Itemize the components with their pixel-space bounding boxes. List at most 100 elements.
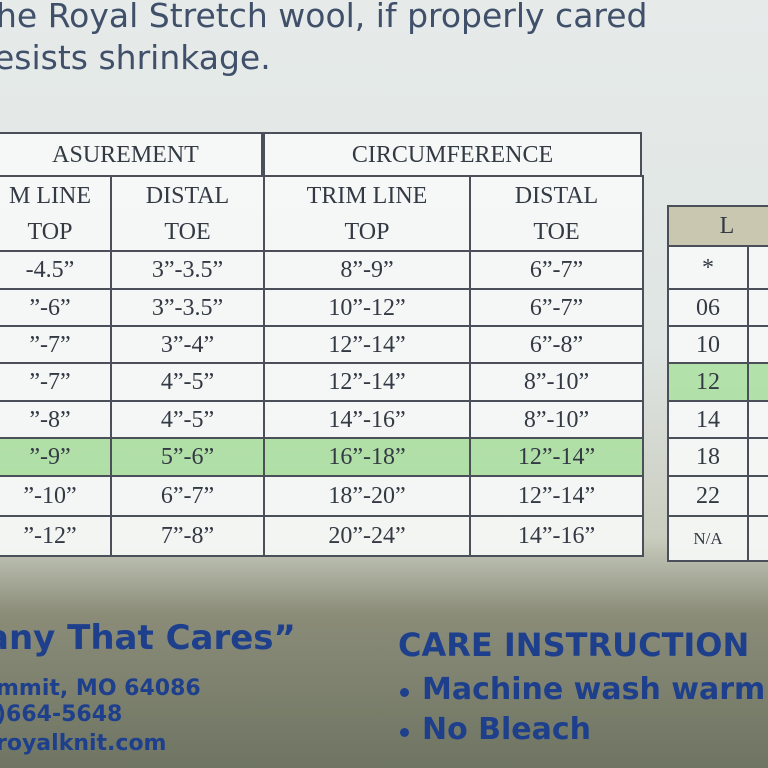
group-header: CIRCUMFERENCE xyxy=(263,132,642,177)
table-cell: 6”-7” xyxy=(469,250,644,290)
care-item: No Bleach xyxy=(422,712,592,747)
table-cell: 8”-10” xyxy=(469,362,644,402)
cell-text: 8”-10” xyxy=(523,369,590,395)
table-cell: 5”-6” xyxy=(110,437,265,477)
cell-text: TRIM LINE xyxy=(306,182,428,209)
table-cell: 18”-20” xyxy=(263,475,471,517)
table-cell: 4”-5” xyxy=(110,400,265,439)
cell-text: M LINE xyxy=(9,182,91,209)
side-cell-empty xyxy=(747,437,768,477)
table-cell: 6”-7” xyxy=(469,288,644,327)
bullet xyxy=(400,688,409,697)
cell-text: 12 xyxy=(696,369,720,395)
cell-text: 10”-12” xyxy=(328,294,406,321)
table-cell: ”-9” xyxy=(0,437,112,477)
cell-text: TOP xyxy=(344,218,390,245)
cell-text: 14”-16” xyxy=(517,523,596,549)
table-cell: ”-8” xyxy=(0,400,112,439)
side-cell-empty xyxy=(747,362,768,402)
table-cell: 16”-18” xyxy=(263,437,471,477)
intro-line: esists shrinkage. xyxy=(0,38,271,77)
column-header: TRIM LINE TOP xyxy=(263,175,471,252)
cell-text: 12”-14” xyxy=(328,331,406,358)
side-cell: 22 xyxy=(667,475,749,517)
cell-text: TOE xyxy=(164,218,211,245)
cell-text: ”-7” xyxy=(29,331,71,358)
address: mmit, MO 64086 xyxy=(0,676,201,701)
group-header: ASUREMENT xyxy=(0,132,263,177)
column-header: DISTAL TOE xyxy=(110,175,265,252)
table-cell: 3”-4” xyxy=(110,325,265,364)
cell-text: ”-6” xyxy=(29,294,71,321)
table-cell: 12”-14” xyxy=(469,475,644,517)
table-cell: 8”-9” xyxy=(263,250,471,290)
cell-text: 22 xyxy=(696,483,720,509)
cell-text: 20”-24” xyxy=(328,523,406,549)
side-cell: 06 xyxy=(667,288,749,327)
cell-text: 8”-9” xyxy=(340,257,394,283)
cell-text: 14 xyxy=(696,406,720,433)
column-header: DISTAL TOE xyxy=(469,175,644,252)
cell-text: 06 xyxy=(696,294,720,321)
table-cell: 14”-16” xyxy=(469,515,644,557)
cell-text: 18”-20” xyxy=(328,483,406,509)
cell-text: 18 xyxy=(696,444,720,470)
slogan: any That Cares” xyxy=(0,618,296,658)
table-cell: ”-10” xyxy=(0,475,112,517)
cell-text: 3”-4” xyxy=(160,331,215,358)
cell-text: -4.5” xyxy=(25,257,75,283)
cell-text: 16”-18” xyxy=(328,444,406,470)
side-cell: N/A xyxy=(667,515,749,562)
website: royalknit.com xyxy=(0,731,167,756)
cell-text: 8”-10” xyxy=(523,406,590,433)
cell-text: 3”-3.5” xyxy=(151,257,224,283)
table-cell: 7”-8” xyxy=(110,515,265,557)
table-cell: 8”-10” xyxy=(469,400,644,439)
table-cell: 3”-3.5” xyxy=(110,250,265,290)
cell-text: ”-12” xyxy=(23,523,77,549)
cell-text: 3”-3.5” xyxy=(151,294,224,321)
table-cell: ”-7” xyxy=(0,325,112,364)
cell-text: 5”-6” xyxy=(160,444,215,470)
side-cell-empty xyxy=(747,475,768,517)
table-cell: 12”-14” xyxy=(263,362,471,402)
cell-text: 14”-16” xyxy=(328,406,406,433)
cell-text: 7”-8” xyxy=(160,523,215,549)
side-cell-empty xyxy=(747,288,768,327)
column-header: M LINE TOP xyxy=(0,175,112,252)
side-cell-empty xyxy=(747,245,768,290)
cell-text: TOE xyxy=(533,218,580,245)
care-item: Machine wash warm xyxy=(422,672,766,707)
cell-text: 6”-8” xyxy=(529,331,584,358)
cell-text: 4”-5” xyxy=(160,369,215,395)
table-cell: ”-6” xyxy=(0,288,112,327)
table-cell: 12”-14” xyxy=(263,325,471,364)
table-cell: 12”-14” xyxy=(469,437,644,477)
table-cell: -4.5” xyxy=(0,250,112,290)
side-cell: 14 xyxy=(667,400,749,439)
cell-text: 4”-5” xyxy=(160,406,215,433)
side-cell: * xyxy=(667,245,749,290)
table-cell: 6”-7” xyxy=(110,475,265,517)
table-cell: 6”-8” xyxy=(469,325,644,364)
cell-text: 6”-7” xyxy=(529,294,584,321)
cell-text: 12”-14” xyxy=(517,483,596,509)
cell-text: 12”-14” xyxy=(328,369,406,395)
table-cell: 20”-24” xyxy=(263,515,471,557)
side-cell-empty xyxy=(747,325,768,364)
care-title: CARE INSTRUCTION xyxy=(398,626,750,664)
side-cell: 10 xyxy=(667,325,749,364)
cell-text: TOP xyxy=(27,218,73,245)
cell-text: 12”-14” xyxy=(517,444,596,470)
table-cell: 14”-16” xyxy=(263,400,471,439)
cell-text: N/A xyxy=(693,528,723,548)
cell-text: DISTAL xyxy=(514,182,599,209)
cell-text: 10 xyxy=(696,331,720,358)
side-cell-empty xyxy=(747,400,768,439)
cell-text: ASUREMENT xyxy=(52,141,199,168)
cell-text: ”-10” xyxy=(23,483,77,509)
table-cell: 10”-12” xyxy=(263,288,471,327)
side-header: L xyxy=(667,205,768,247)
cell-text: ”-8” xyxy=(29,406,71,433)
cell-text: CIRCUMFERENCE xyxy=(351,141,554,168)
